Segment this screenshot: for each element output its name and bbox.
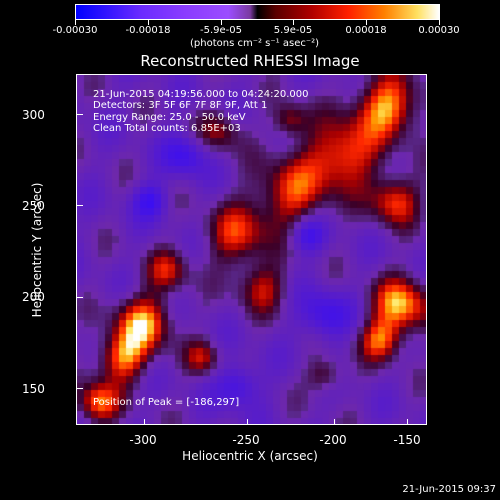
y-tick-mark bbox=[77, 388, 83, 389]
x-tick-label: -150 bbox=[393, 433, 421, 447]
colorbar-tick-label: -0.00030 bbox=[52, 25, 98, 36]
colorbar-units: (photons cm⁻² s⁻¹ asec⁻²) bbox=[190, 38, 320, 49]
y-tick-mark bbox=[77, 114, 83, 115]
colorbar-tick-mark bbox=[293, 20, 294, 25]
annotation-detectors: Detectors: 3F 5F 6F 7F 8F 9F, Att 1 bbox=[93, 100, 268, 111]
timestamp: 21-Jun-2015 09:37 bbox=[402, 484, 496, 495]
y-axis-title: Heliocentric Y (arcsec) bbox=[30, 182, 44, 318]
y-tick-mark bbox=[77, 297, 83, 298]
colorbar-tick-mark bbox=[439, 20, 440, 25]
colorbar-tick-label: -0.00018 bbox=[125, 25, 171, 36]
colorbar-tick-label: 5.9e-05 bbox=[273, 25, 313, 36]
y-tick-label: 250 bbox=[22, 199, 45, 213]
y-tick-label: 300 bbox=[22, 108, 45, 122]
x-tick-mark bbox=[247, 419, 248, 425]
colorbar-tick-label: 0.00030 bbox=[418, 25, 460, 36]
annotation-time-range: 21-Jun-2015 04:19:56.000 to 04:24:20.000 bbox=[93, 89, 309, 100]
colorbar-tick-mark bbox=[148, 20, 149, 25]
x-tick-mark bbox=[144, 419, 145, 425]
colorbar-tick-mark bbox=[75, 20, 76, 25]
colorbar-tick-label: -5.9e-05 bbox=[200, 25, 242, 36]
y-tick-mark bbox=[77, 205, 83, 206]
colorbar-tick-mark bbox=[366, 20, 367, 25]
y-tick-label: 200 bbox=[22, 290, 45, 304]
x-tick-label: -300 bbox=[129, 433, 157, 447]
colorbar bbox=[75, 4, 440, 20]
x-tick-label: -200 bbox=[319, 433, 347, 447]
x-tick-mark bbox=[334, 419, 335, 425]
image-title: Reconstructed RHESSI Image bbox=[140, 52, 360, 70]
y-tick-label: 150 bbox=[22, 382, 45, 396]
annotation-method: Clean Total counts: 6.85E+03 bbox=[93, 123, 241, 134]
x-tick-label: -250 bbox=[232, 433, 260, 447]
image-plot: 21-Jun-2015 04:19:56.000 to 04:24:20.000… bbox=[76, 74, 427, 425]
annotation-energy-range: Energy Range: 25.0 - 50.0 keV bbox=[93, 112, 246, 123]
colorbar-tick-mark bbox=[221, 20, 222, 25]
colorbar-tick-label: 0.00018 bbox=[345, 25, 387, 36]
rhessi-heatmap bbox=[77, 75, 426, 424]
annotation-peak-position: Position of Peak = [-186,297] bbox=[93, 397, 240, 408]
x-tick-mark bbox=[407, 419, 408, 425]
x-axis-title: Heliocentric X (arcsec) bbox=[182, 449, 318, 463]
